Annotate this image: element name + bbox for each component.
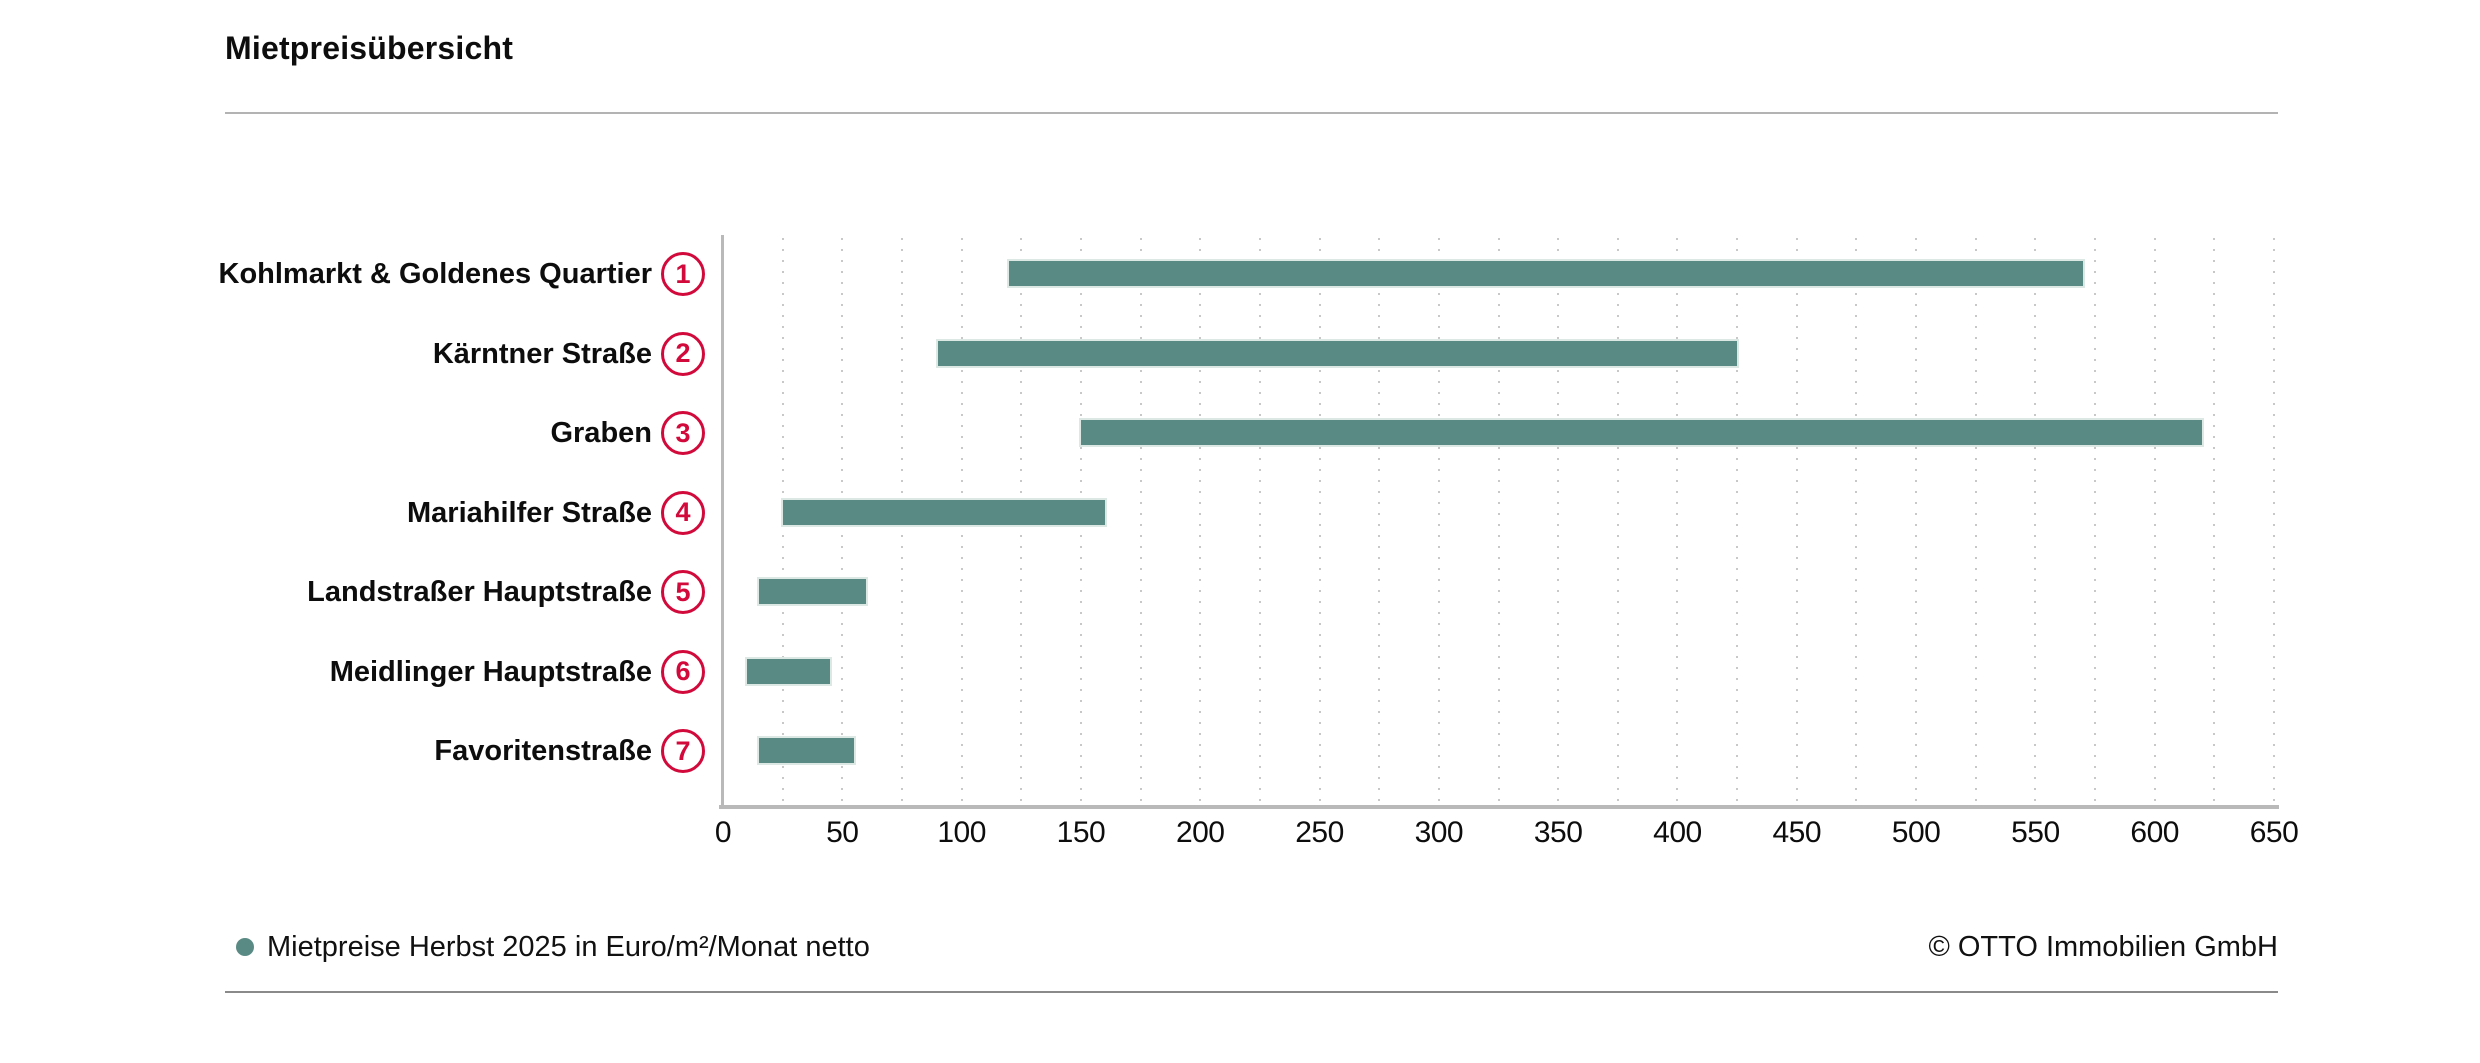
copyright-note: © OTTO Immobilien GmbH — [1928, 931, 2278, 963]
category-label: Favoritenstraße — [434, 735, 652, 767]
x-tick-label: 600 — [2130, 816, 2179, 849]
gridline — [2153, 238, 2156, 802]
gridline — [1676, 238, 1679, 802]
x-tick-label: 400 — [1653, 816, 1702, 849]
category-number-badge: 2 — [661, 331, 705, 376]
price-range-bar — [937, 340, 1738, 366]
x-tick-label: 0 — [714, 816, 732, 849]
gridline — [1318, 238, 1321, 802]
category-number-badge: 1 — [661, 252, 705, 296]
gridline — [1616, 238, 1619, 802]
category-label: Kohlmarkt & Goldenes Quartier — [218, 258, 653, 290]
x-tick-label: 100 — [937, 816, 986, 849]
x-tick-label: 350 — [1533, 816, 1583, 849]
header-divider — [225, 112, 2278, 114]
category-number-badge: 3 — [661, 411, 705, 455]
category-number-badge: 5 — [661, 570, 705, 614]
x-tick-label: 300 — [1414, 816, 1464, 849]
x-tick-label: 150 — [1056, 816, 1106, 849]
gridline — [1557, 238, 1560, 802]
gridline — [1199, 238, 1202, 802]
x-tick-label: 250 — [1295, 816, 1344, 849]
category-number-badge: 7 — [661, 729, 705, 773]
gridline — [1139, 238, 1142, 802]
gridline — [1974, 238, 1977, 802]
category-label: Kärntner Straße — [432, 337, 652, 370]
x-tick-label: 500 — [1891, 816, 1941, 849]
x-tick-label: 200 — [1175, 816, 1225, 849]
x-tick-label: 650 — [2249, 816, 2299, 849]
legend-marker-icon — [236, 938, 254, 956]
gridline — [1497, 238, 1500, 802]
gridline — [2094, 238, 2097, 802]
category-label: Landstraßer Hauptstraße — [307, 576, 652, 608]
gridline — [1258, 238, 1261, 802]
gridline — [1736, 238, 1739, 802]
category-label: Meidlinger Hauptstraße — [329, 655, 652, 688]
price-range-bar — [758, 579, 867, 604]
price-range-bar — [746, 658, 831, 684]
price-range-bar — [1080, 420, 2203, 445]
category-number-badge: 6 — [661, 649, 705, 694]
gridline — [1795, 238, 1798, 802]
gridline — [1378, 238, 1381, 802]
x-tick-label: 550 — [2011, 816, 2060, 849]
page-title: Mietpreisübersicht — [225, 30, 514, 66]
footer-divider — [225, 991, 2278, 993]
x-axis-line — [719, 805, 2279, 809]
x-tick-label: 450 — [1772, 816, 1822, 849]
gridline — [2213, 238, 2216, 802]
legend-label: Mietpreise Herbst 2025 in Euro/m²/Monat … — [267, 931, 870, 963]
gridline — [2034, 238, 2037, 802]
gridline — [2273, 238, 2275, 802]
price-range-bar — [782, 499, 1105, 525]
price-range-bar — [1009, 261, 2084, 286]
gridline — [1855, 238, 1858, 802]
category-label: Graben — [550, 417, 652, 449]
gridline — [1915, 238, 1918, 802]
category-label: Mariahilfer Straße — [407, 496, 652, 529]
x-tick-label: 50 — [826, 816, 859, 849]
gridline — [1437, 238, 1440, 802]
y-axis-line — [721, 235, 724, 806]
price-range-bar — [758, 738, 855, 763]
category-number-badge: 4 — [661, 490, 705, 535]
